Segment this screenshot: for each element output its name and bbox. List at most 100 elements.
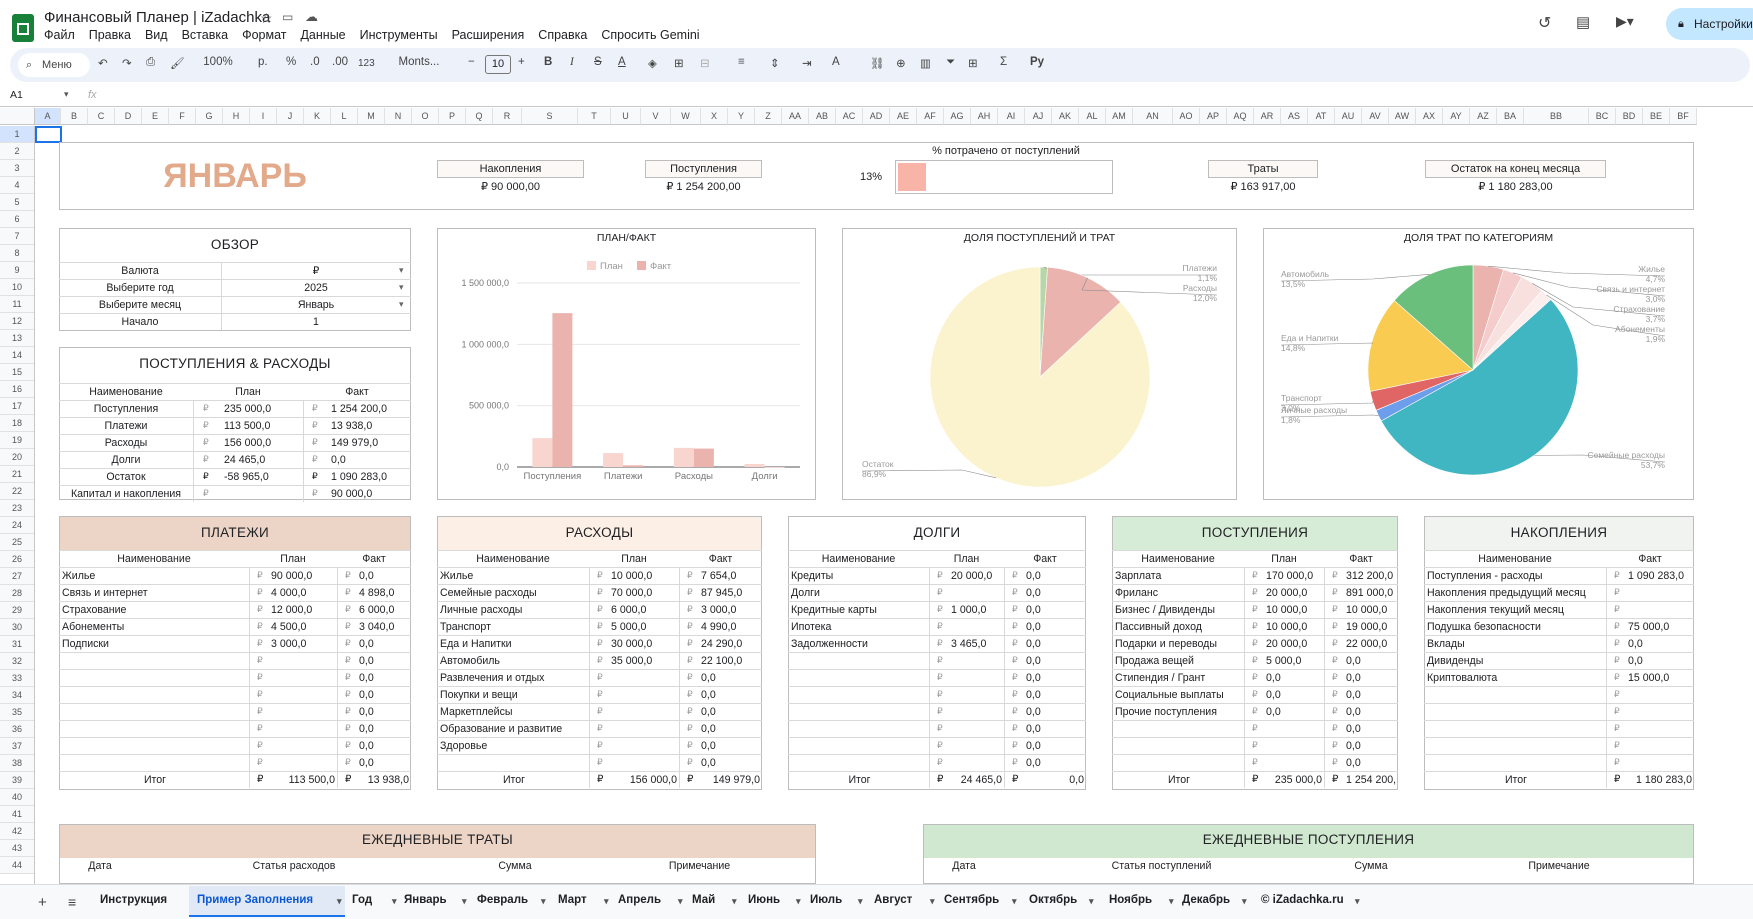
tab-dropdown-icon[interactable]: ▾: [1355, 896, 1360, 906]
row-header[interactable]: 8: [0, 245, 34, 262]
meet-icon[interactable]: ▶▾: [1616, 13, 1634, 29]
column-header[interactable]: J: [277, 108, 304, 125]
row-header[interactable]: 11: [0, 296, 34, 313]
merge-icon[interactable]: ⊟: [700, 58, 710, 70]
table-cell[interactable]: 0,0: [1026, 706, 1041, 718]
table-total-value[interactable]: 1 180 283,0: [1636, 774, 1692, 786]
table-cell[interactable]: 1 090 283,0: [1628, 570, 1684, 582]
column-header[interactable]: AI: [998, 108, 1025, 125]
column-header[interactable]: P: [439, 108, 466, 125]
pie-slice[interactable]: [1380, 299, 1579, 476]
table-cell[interactable]: 20 000,0: [1266, 638, 1308, 650]
share-button[interactable]: 🔒︎ Настройки: [1666, 8, 1753, 40]
table-cell[interactable]: 0,0: [701, 706, 716, 718]
table-cell[interactable]: 0,0: [1266, 672, 1281, 684]
bar-План[interactable]: [744, 463, 765, 467]
tab-dropdown-icon[interactable]: ▾: [1089, 896, 1094, 906]
all-sheets-icon[interactable]: ≡: [68, 894, 77, 910]
decimal-less-button[interactable]: .0: [310, 56, 320, 68]
column-header[interactable]: A: [35, 108, 61, 125]
menu-file[interactable]: Файл: [44, 28, 75, 42]
functions-button[interactable]: Σ: [1000, 56, 1008, 68]
table-cell[interactable]: 12 000,0: [271, 604, 313, 616]
column-header[interactable]: AB: [809, 108, 836, 125]
column-header[interactable]: X: [701, 108, 728, 125]
row-header[interactable]: 42: [0, 823, 34, 840]
table-total-value[interactable]: 24 465,0: [960, 774, 1002, 786]
column-header[interactable]: BA: [1497, 108, 1524, 125]
column-header[interactable]: L: [331, 108, 358, 125]
add-sheet-icon[interactable]: +: [38, 894, 47, 911]
table-cell[interactable]: 0,0: [359, 655, 374, 667]
table-cell[interactable]: 3 000,0: [701, 604, 737, 616]
tab-dropdown-icon[interactable]: ▾: [462, 896, 467, 906]
table-cell[interactable]: 0,0: [1266, 689, 1281, 701]
table-cell[interactable]: 0,0: [359, 672, 374, 684]
table-cell[interactable]: 0,0: [1346, 672, 1361, 684]
column-header[interactable]: AF: [917, 108, 944, 125]
table-cell[interactable]: 0,0: [1026, 621, 1041, 633]
table-cell[interactable]: 87 945,0: [701, 587, 743, 599]
table-cell[interactable]: 30 000,0: [611, 638, 653, 650]
row-header[interactable]: 25: [0, 534, 34, 551]
column-header[interactable]: BF: [1670, 108, 1697, 125]
row-header[interactable]: 12: [0, 313, 34, 330]
table-view-icon[interactable]: ⊞: [968, 58, 978, 70]
name-box-dropdown-icon[interactable]: ▾: [64, 89, 69, 99]
folder-icon[interactable]: ▭: [282, 10, 294, 24]
table-cell[interactable]: 0,0: [1026, 655, 1041, 667]
bar-План[interactable]: [673, 447, 694, 467]
column-header[interactable]: AA: [782, 108, 809, 125]
table-cell[interactable]: 5 000,0: [1266, 655, 1302, 667]
column-header[interactable]: U: [611, 108, 641, 125]
column-header[interactable]: M: [358, 108, 385, 125]
table-cell[interactable]: 0,0: [359, 740, 374, 752]
row-header[interactable]: 10: [0, 279, 34, 296]
column-header[interactable]: BB: [1524, 108, 1589, 125]
table-cell[interactable]: 891 000,0: [1346, 587, 1394, 599]
table-cell[interactable]: 0,0: [1026, 723, 1041, 735]
table-cell[interactable]: 22 000,0: [1346, 638, 1388, 650]
column-header[interactable]: AO: [1173, 108, 1200, 125]
number-format-button[interactable]: 123: [358, 58, 375, 69]
bold-icon[interactable]: B: [544, 56, 553, 68]
insert-comment-icon[interactable]: ⊕: [896, 58, 906, 70]
table-cell[interactable]: 0,0: [359, 757, 374, 769]
column-header[interactable]: R: [493, 108, 522, 125]
column-header[interactable]: AL: [1079, 108, 1106, 125]
table-cell[interactable]: 0,0: [701, 689, 716, 701]
filter-icon[interactable]: ⏷: [946, 56, 956, 68]
column-header[interactable]: Y: [728, 108, 755, 125]
dropdown-icon[interactable]: ▾: [399, 282, 404, 292]
menu-edit[interactable]: Правка: [88, 28, 131, 42]
row-header[interactable]: 6: [0, 211, 34, 228]
fill-color-icon[interactable]: ◈: [648, 58, 657, 70]
table-cell[interactable]: 4 898,0: [359, 587, 395, 599]
table-cell[interactable]: 35 000,0: [611, 655, 653, 667]
table-total-value[interactable]: 113 500,0: [288, 774, 335, 786]
table-total-value[interactable]: 1 254 200,0: [1346, 774, 1396, 786]
row-header[interactable]: 1: [0, 126, 34, 143]
row-header[interactable]: 3: [0, 160, 34, 177]
column-header[interactable]: BD: [1616, 108, 1643, 125]
name-box[interactable]: A1: [10, 89, 23, 101]
table-cell[interactable]: 0,0: [1346, 655, 1361, 667]
table-cell[interactable]: 0,0: [359, 689, 374, 701]
column-header[interactable]: AY: [1443, 108, 1470, 125]
table-cell[interactable]: 1 000,0: [951, 604, 987, 616]
tab-dropdown-icon[interactable]: ▾: [858, 896, 863, 906]
table-cell[interactable]: 0,0: [701, 757, 716, 769]
column-header[interactable]: AC: [836, 108, 863, 125]
column-header[interactable]: W: [671, 108, 701, 125]
row-header[interactable]: 22: [0, 483, 34, 500]
table-total-value[interactable]: 13 938,0: [367, 774, 409, 786]
menu-view[interactable]: Вид: [144, 28, 168, 42]
rotate-icon[interactable]: A: [832, 56, 840, 68]
column-header[interactable]: AK: [1052, 108, 1079, 125]
table-cell[interactable]: 0,0: [1026, 604, 1041, 616]
decimal-more-button[interactable]: .00: [332, 56, 348, 68]
row-header[interactable]: 16: [0, 381, 34, 398]
column-header[interactable]: Z: [755, 108, 782, 125]
column-header[interactable]: AH: [971, 108, 998, 125]
borders-icon[interactable]: ⊞: [674, 58, 684, 70]
